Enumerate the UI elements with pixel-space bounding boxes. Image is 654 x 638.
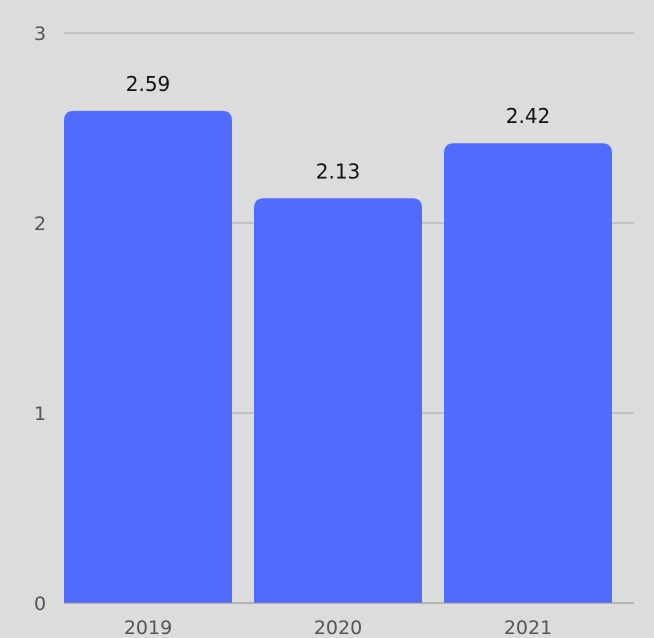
- data-label: 2.42: [506, 104, 551, 128]
- bar-layer: [64, 110, 612, 604]
- bar-2021: [444, 143, 612, 603]
- y-tick-label: 2: [34, 213, 46, 235]
- x-tick-label: 2020: [314, 617, 362, 638]
- y-tick-label: 3: [34, 23, 46, 45]
- y-tick-label: 1: [34, 403, 46, 425]
- x-tick-label: 2019: [124, 617, 172, 638]
- bar-2020: [254, 198, 422, 604]
- x-tick-label: 2021: [504, 617, 552, 638]
- data-label: 2.13: [316, 159, 361, 183]
- bar-2019: [64, 110, 232, 604]
- data-label: 2.59: [126, 72, 171, 96]
- label-layer: 0 1 2 3 2.59 2019 2.13 2020 2.42 2021: [34, 23, 552, 638]
- y-tick-label: 0: [34, 593, 46, 615]
